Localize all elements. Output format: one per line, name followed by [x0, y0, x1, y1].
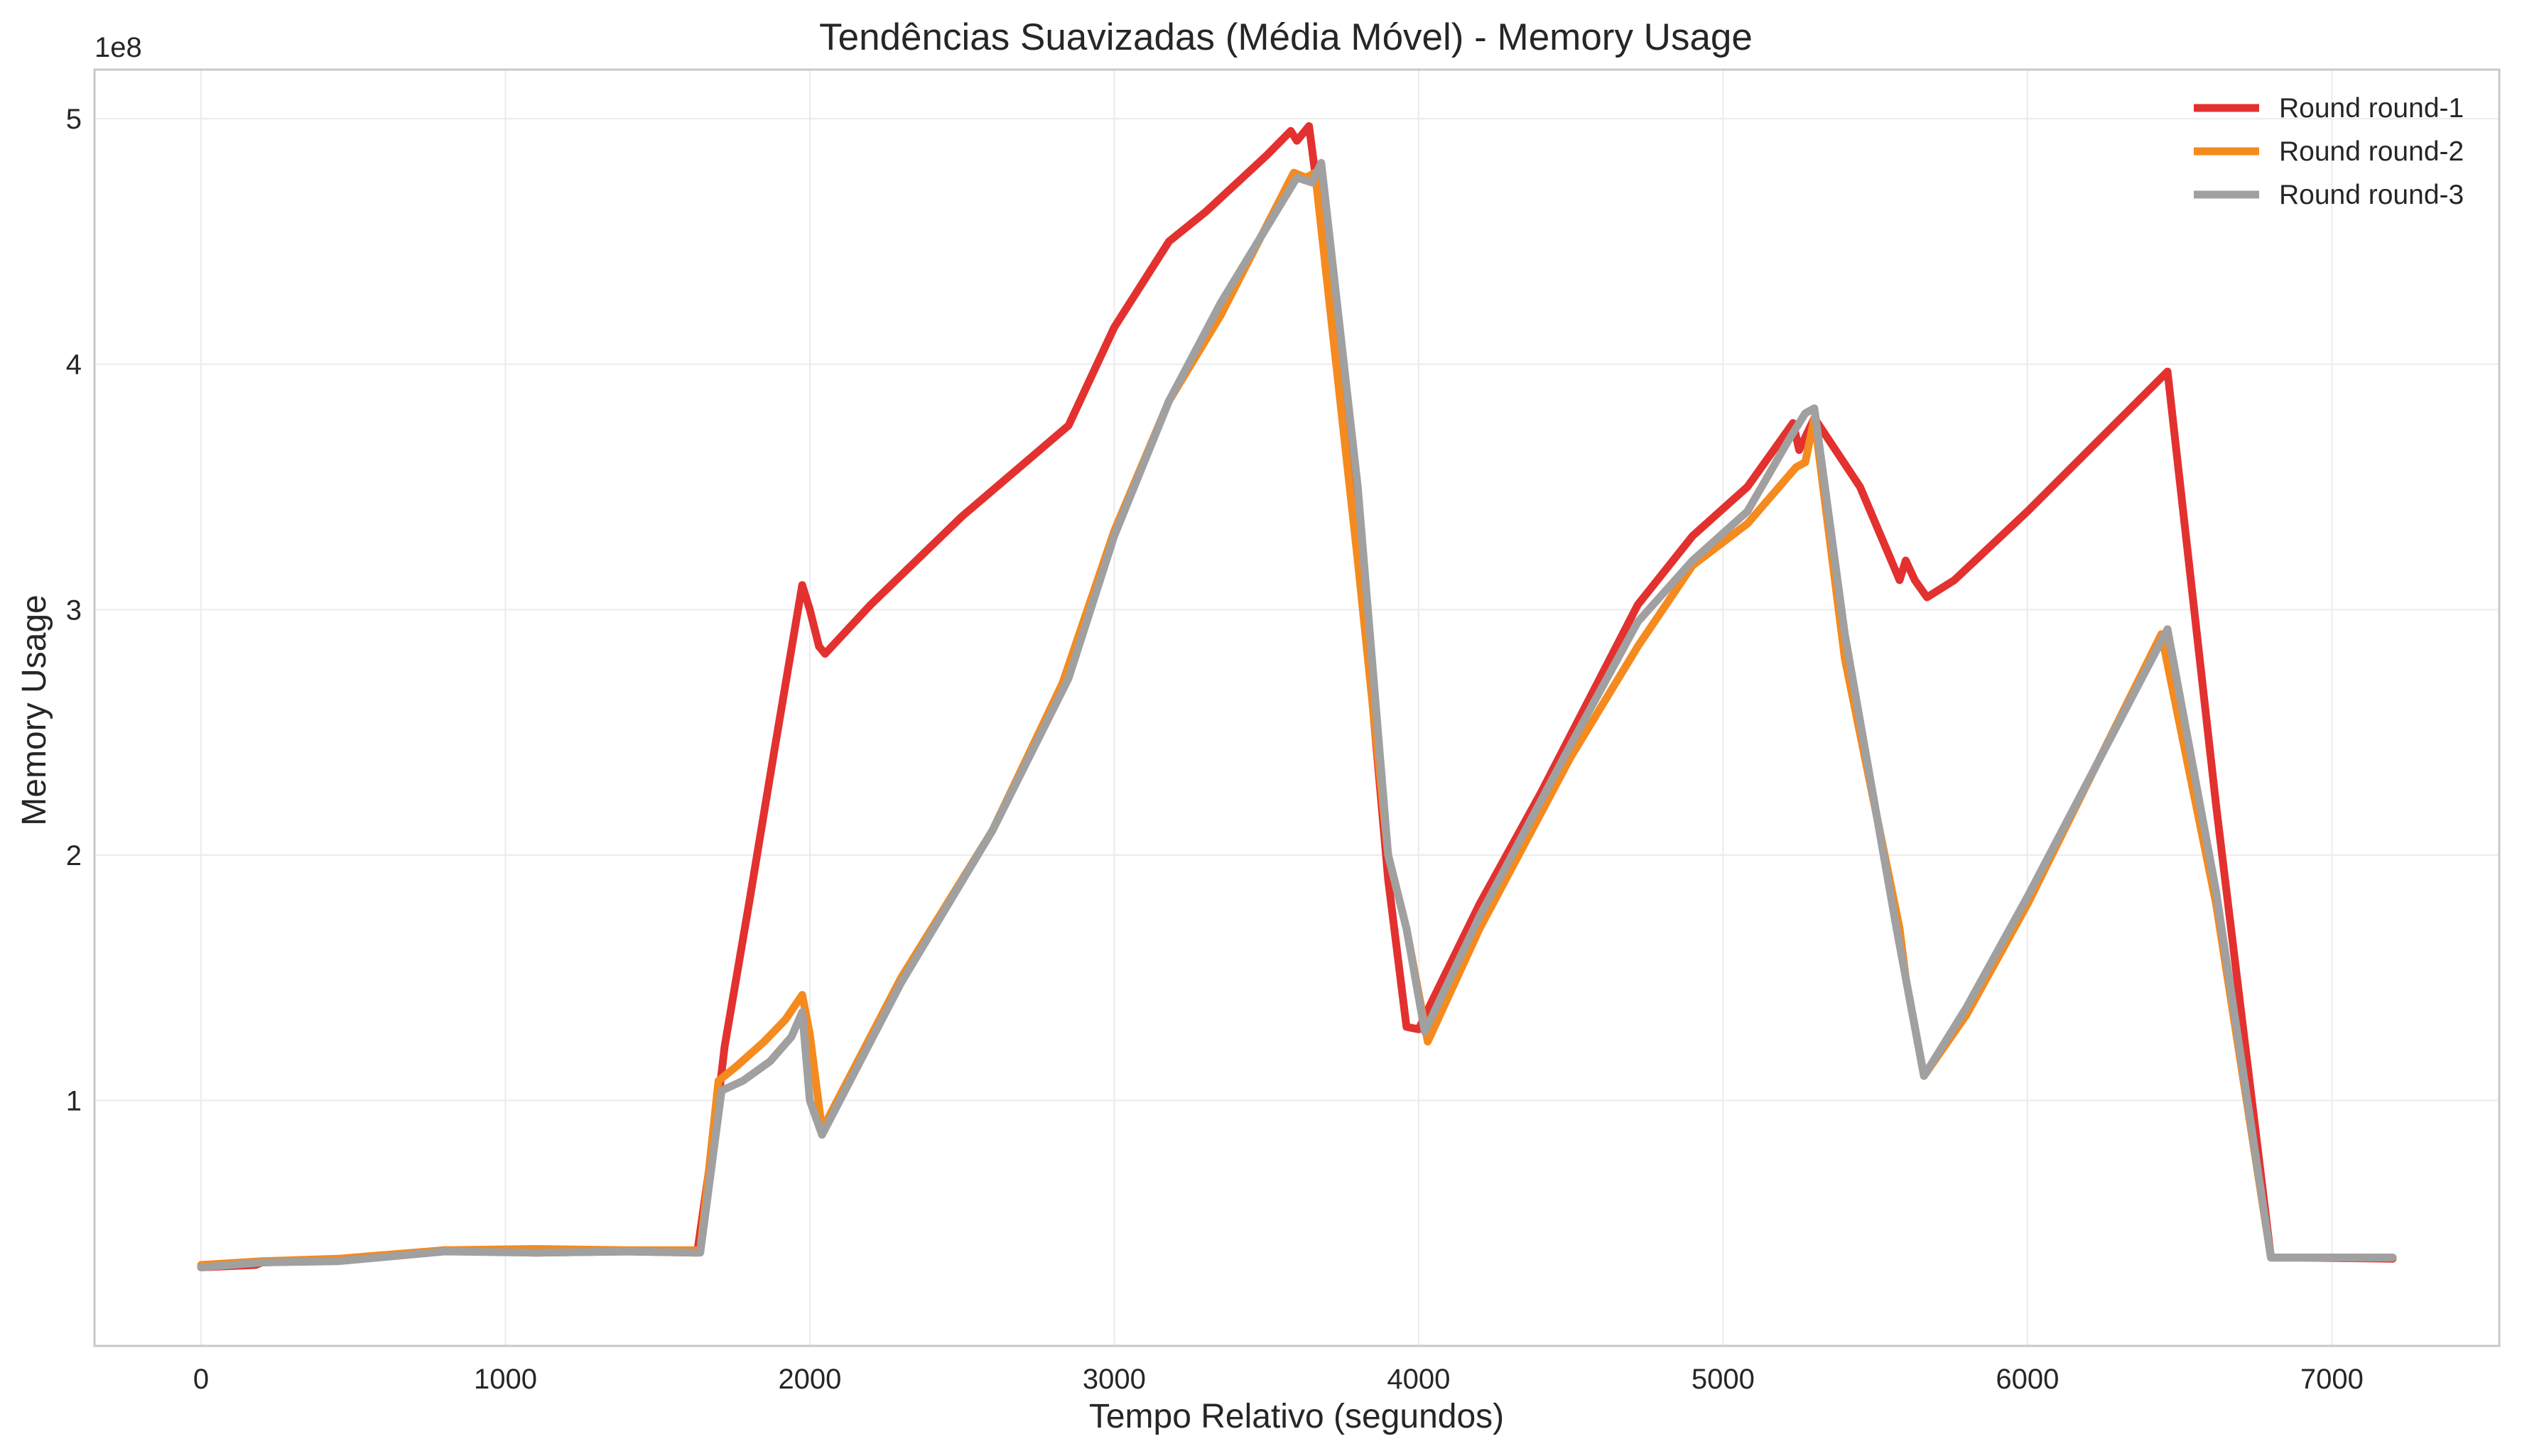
y-tick-label: 1	[66, 1085, 82, 1117]
x-tick-label: 5000	[1692, 1364, 1755, 1395]
y-tick-label: 4	[66, 349, 82, 381]
x-tick-label: 1000	[474, 1364, 537, 1395]
y-tick-label: 2	[66, 840, 82, 871]
plot-area-frame	[93, 68, 2501, 1347]
y-offset-label: 1e8	[94, 32, 142, 63]
y-tick-label: 3	[66, 594, 82, 626]
series-lines	[197, 122, 2397, 1271]
x-tick-label: 2000	[778, 1364, 841, 1395]
x-axis-label: Tempo Relativo (segundos)	[1089, 1398, 1504, 1435]
y-tick-labels: 1 2 3 4 5	[66, 104, 82, 1117]
x-tick-label: 3000	[1083, 1364, 1146, 1395]
y-gridlines	[94, 118, 2499, 1102]
x-tick-labels: 0 1000 2000 3000 4000 5000 6000 7000	[193, 1364, 2364, 1395]
x-tick-label: 4000	[1387, 1364, 1450, 1395]
x-gridlines	[200, 70, 2333, 1346]
chart-title: Tendências Suavizadas (Média Móvel) - Me…	[819, 16, 1753, 58]
legend-label: Round round-3	[2279, 180, 2464, 210]
y-axis-label: Memory Usage	[16, 594, 53, 825]
y-tick-label: 5	[66, 104, 82, 135]
x-tick-label: 7000	[2300, 1364, 2364, 1395]
legend-label: Round round-2	[2279, 136, 2464, 167]
x-tick-label: 6000	[1996, 1364, 2059, 1395]
legend: Round round-1 Round round-2 Round round-3	[2194, 93, 2464, 210]
x-tick-label: 0	[193, 1364, 209, 1395]
legend-label: Round round-1	[2279, 93, 2464, 124]
series-line-round-3	[197, 158, 2397, 1271]
